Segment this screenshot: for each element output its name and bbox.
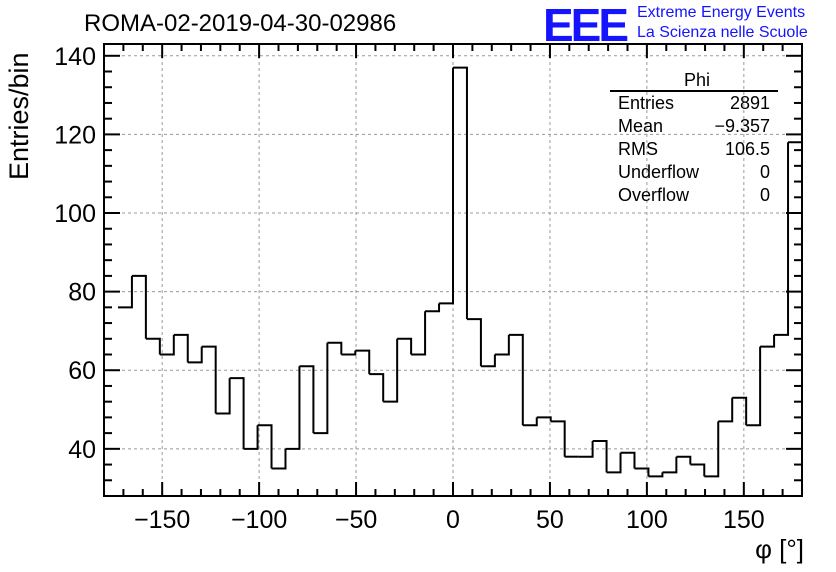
histogram-bin: [117, 275, 133, 309]
histogram-bin: [327, 341, 343, 355]
axis-ticks: [104, 44, 802, 496]
histogram-bin: [578, 440, 594, 458]
histogram-bin: [425, 303, 441, 313]
histogram-bin: [243, 425, 259, 450]
logo-text-line1: Extreme Energy Events: [637, 4, 806, 21]
histogram-bin: [299, 365, 315, 434]
stats-value: 0: [759, 162, 770, 182]
histogram-bin: [508, 333, 524, 426]
histogram-bin: [718, 397, 734, 423]
histogram-bin: [676, 455, 692, 465]
stats-title: Phi: [610, 70, 778, 92]
stats-row-entries: Entries 2891: [610, 92, 778, 115]
histogram-bin: [620, 451, 636, 469]
histogram-bin: [732, 396, 748, 426]
histogram-bin: [383, 338, 399, 403]
histogram-bin: [536, 416, 552, 422]
y-tick-label: 100: [54, 200, 96, 228]
stats-value: −9.357: [714, 116, 770, 136]
histogram-bin: [662, 456, 678, 474]
stats-value: 2891: [729, 93, 770, 113]
histogram-bin: [257, 424, 273, 469]
stats-row-mean: Mean −9.357: [610, 115, 778, 138]
histogram-bin: [229, 377, 245, 449]
histogram-bin: [201, 345, 217, 414]
histogram-bin: [341, 350, 357, 356]
histogram-bin: [411, 311, 427, 356]
histogram-bin: [648, 472, 664, 478]
histogram-bin: [439, 67, 454, 305]
logo-text-line2: La Scienza nelle Scuole: [637, 24, 808, 41]
histogram-bin: [187, 346, 203, 364]
histogram-bin: [634, 467, 650, 477]
histogram-bin: [453, 66, 468, 320]
histogram-bin: [285, 366, 301, 450]
histogram-bin: [313, 342, 329, 435]
histogram-bin: [494, 334, 510, 356]
histogram-bin: [746, 346, 762, 427]
histogram-bin: [606, 452, 622, 474]
histogram-bin: [480, 354, 496, 368]
histogram-bin: [788, 141, 803, 496]
histogram-bin: [760, 334, 776, 348]
y-tick-label: 60: [68, 357, 96, 385]
histogram-bin: [522, 417, 538, 427]
axis-tick-labels: −150 −100 −50 0 50 100 150 40 60 80 100 120 140: [54, 43, 764, 534]
chart-title: ROMA-02-2019-04-30-02986: [84, 10, 397, 37]
x-tick-label: −100: [231, 506, 287, 534]
y-tick-label: 120: [54, 121, 96, 149]
histogram-bin: [145, 337, 161, 355]
x-tick-label: 0: [446, 506, 460, 534]
x-tick-label: 50: [536, 506, 564, 534]
histogram-bin: [690, 463, 706, 477]
histogram-bars: [103, 66, 803, 496]
histogram-bin: [159, 334, 175, 356]
stats-label: Underflow: [618, 162, 700, 182]
stats-label: Overflow: [618, 185, 690, 205]
histogram-bin: [369, 373, 385, 402]
y-tick-label: 40: [68, 436, 96, 464]
histogram-bin: [704, 421, 720, 478]
histogram-bin: [397, 337, 413, 355]
x-axis-label: φ [°]: [755, 534, 804, 564]
stats-label: RMS: [618, 139, 658, 159]
histogram-bin: [466, 318, 482, 367]
y-axis-label: Entries/bin: [4, 52, 34, 180]
y-tick-label: 140: [54, 43, 96, 71]
stats-row-rms: RMS 106.5: [610, 138, 778, 161]
stats-row-underflow: Underflow 0: [610, 161, 778, 184]
stats-box: Phi Entries 2891 Mean −9.357 RMS 106.5 U…: [610, 70, 778, 207]
histogram-bin: [774, 142, 790, 336]
stats-value: 0: [759, 185, 770, 205]
histogram-bin: [355, 349, 371, 375]
x-tick-label: 100: [626, 506, 668, 534]
eee-logo: EEE: [543, 0, 629, 51]
histogram-bin: [592, 439, 608, 473]
stats-label: Entries: [618, 93, 675, 113]
stats-row-overflow: Overflow 0: [610, 184, 778, 207]
histogram-bin: [131, 274, 147, 339]
histogram-bin: [173, 333, 189, 363]
stats-label: Mean: [618, 116, 664, 136]
y-tick-label: 80: [68, 279, 96, 307]
x-tick-label: −150: [134, 506, 190, 534]
stats-value: 106.5: [724, 139, 770, 159]
histogram-bin: [215, 378, 231, 415]
histogram-bin: [550, 420, 566, 457]
histogram-bin: [271, 448, 287, 470]
x-tick-label: −50: [335, 506, 377, 534]
x-tick-label: 150: [723, 506, 765, 534]
